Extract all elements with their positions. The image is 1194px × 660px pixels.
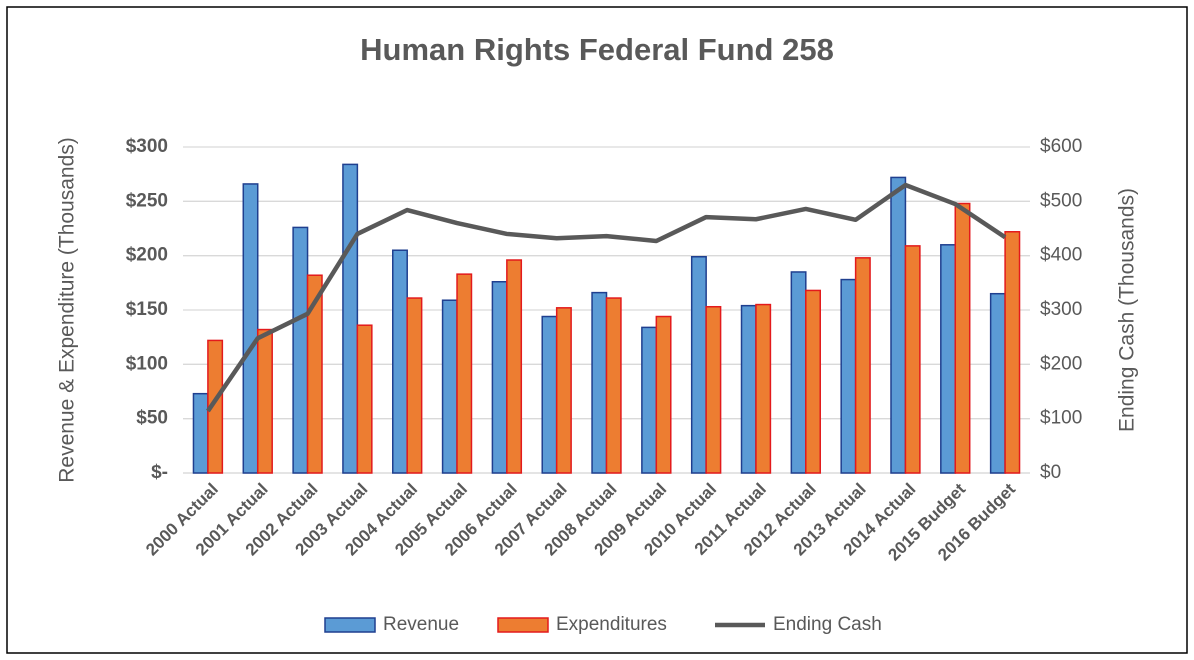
- chart-title: Human Rights Federal Fund 258: [360, 32, 834, 67]
- bar: [989, 292, 1006, 474]
- legend-label: Expenditures: [556, 614, 667, 635]
- y-tick-label: $50: [136, 408, 168, 429]
- bar: [805, 289, 821, 474]
- bar: [1004, 231, 1021, 474]
- y2-tick-label: $400: [1040, 245, 1082, 266]
- y2-tick-label: $600: [1040, 136, 1082, 157]
- bar: [306, 274, 323, 474]
- y-tick-label: $-: [151, 462, 168, 483]
- legend-label: Ending Cash: [773, 614, 882, 635]
- y2-tick-label: $100: [1040, 408, 1082, 429]
- bar: [840, 278, 857, 474]
- y2-tick-label: $200: [1040, 353, 1082, 374]
- bar: [392, 249, 408, 474]
- bar: [954, 202, 971, 474]
- bar: [690, 256, 707, 474]
- y-tick-label: $300: [126, 136, 168, 157]
- legend-swatch: [497, 617, 549, 633]
- bar: [441, 299, 458, 474]
- bar: [790, 271, 807, 474]
- legend-swatch: [324, 617, 376, 633]
- y2-tick-label: $300: [1040, 299, 1082, 320]
- bar: [940, 244, 957, 474]
- bar: [655, 315, 672, 474]
- bar: [605, 297, 622, 474]
- y-tick-label: $250: [126, 190, 168, 211]
- y2-tick-label: $500: [1040, 190, 1082, 211]
- bar: [555, 307, 572, 474]
- y2-axis-title: Ending Cash (Thousands): [1116, 188, 1139, 432]
- bar: [406, 297, 423, 474]
- bar: [192, 392, 209, 474]
- y-tick-label: $150: [126, 299, 168, 320]
- bar: [641, 326, 658, 474]
- bar: [356, 324, 373, 474]
- legend-label: Revenue: [383, 614, 459, 635]
- bar: [854, 257, 871, 474]
- y-axis-title: Revenue & Expenditure (Thousands): [56, 137, 79, 483]
- bar: [740, 304, 757, 474]
- bar: [904, 245, 921, 474]
- bar: [491, 280, 508, 474]
- bar: [256, 328, 273, 474]
- bar: [541, 315, 558, 474]
- y-tick-label: $200: [126, 245, 168, 266]
- bar: [242, 183, 259, 474]
- bar: [342, 163, 359, 474]
- line: [206, 182, 1007, 413]
- bar: [755, 303, 772, 474]
- bar: [705, 305, 722, 474]
- y-tick-label: $100: [126, 353, 168, 374]
- bar: [506, 259, 523, 474]
- y2-tick-label: $0: [1040, 462, 1061, 483]
- bar: [207, 339, 224, 474]
- bar: [591, 291, 608, 474]
- bar: [890, 176, 907, 474]
- bar: [456, 273, 473, 474]
- bar: [292, 226, 309, 474]
